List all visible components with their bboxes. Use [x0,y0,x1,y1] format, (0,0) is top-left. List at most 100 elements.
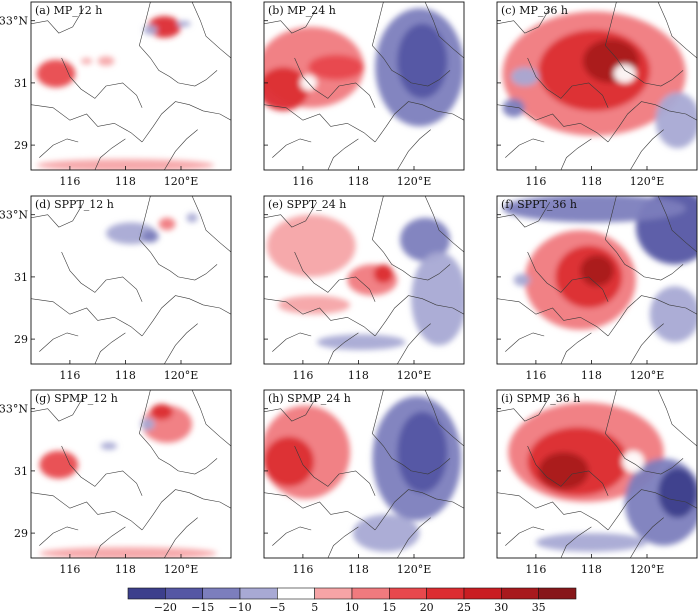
province-border [371,196,451,281]
province-border [94,526,126,558]
province-border [560,138,592,170]
province-border [374,295,464,337]
province-border [560,526,592,558]
panel-field [264,396,462,552]
x-tick-label: 120°E [397,369,432,382]
province-border [397,323,431,364]
panel-c: (c) MP_36 h 116 118 120°E [496,1,698,188]
panel-frame [263,1,465,171]
panel-title: (c) MP_36 h [501,4,568,17]
colorbar-swatch [426,587,465,600]
province-border [497,104,609,143]
panel-field-shapes [502,196,697,343]
x-tick-label: 118 [581,563,602,576]
province-border [39,332,79,352]
contour-blob [39,450,79,479]
x-tick-label: 120°E [630,563,665,576]
panel-title: (f) SPPT_36 h [501,198,577,211]
x-tick-label: 116 [525,175,546,188]
panel-borders [264,196,464,364]
panel-borders [31,196,231,364]
x-tick-label: 116 [292,369,313,382]
colorbar-swatch [351,587,390,600]
province-border [164,129,198,170]
x-tick-label: 120°E [164,175,199,188]
province-border [31,492,143,531]
contour-blob [264,436,314,487]
province-border [61,57,143,108]
colorbar-label: −5 [269,601,285,612]
panel-borders [497,390,697,558]
x-tick-label: 116 [59,563,80,576]
contour-blob [352,514,420,552]
colorbar-swatch [389,587,427,600]
province-border [397,129,431,170]
colorbar-swatch [239,587,278,600]
province-border [560,332,592,364]
panel-borders [264,2,464,170]
x-tick-label: 116 [59,175,80,188]
province-border [164,517,198,558]
province-border [94,138,126,170]
province-border [657,390,697,447]
province-border [264,396,318,422]
panel-field [106,213,198,245]
panel-b: (b) MP_24 h 116 118 120°E [263,1,465,188]
province-border [31,8,85,34]
province-border [294,445,376,496]
contour-blob [538,452,589,490]
contour-blob [176,20,191,27]
panel-borders [31,390,231,558]
province-border [138,2,218,87]
panel-borders [264,390,464,558]
x-tick-label: 120°E [397,563,432,576]
contour-blob [397,23,448,99]
contour-blob [510,67,539,86]
province-border [497,202,551,228]
province-border [272,332,312,352]
province-border [31,202,85,228]
panel-title: (i) SPMP_36 h [501,392,580,405]
colorbar-swatch [277,587,315,600]
province-border [604,390,684,475]
colorbar-label: 35 [532,601,546,612]
province-border [61,445,143,496]
contour-blob [277,295,351,315]
colorbar-swatch [314,587,353,600]
contour-blob [36,159,215,170]
province-border [630,517,664,558]
contour-blob [397,411,448,493]
province-border [607,101,697,143]
contour-blob [266,214,356,277]
province-border [630,323,664,364]
contour-blob [140,418,155,431]
colorbar-swatch [501,587,539,600]
panel-field [266,214,464,350]
province-border [294,251,376,302]
panel-field [264,8,464,127]
panel-borders [497,196,697,364]
province-border [604,196,684,281]
contour-blob [316,334,406,350]
panel-frame [263,389,465,559]
contour-blob [580,255,614,287]
panel-borders [31,2,231,170]
panel-title: (g) SPMP_12 h [35,392,118,405]
province-border [505,526,545,546]
panel-field-shapes [264,396,462,552]
contour-blob [513,273,531,287]
province-border [497,298,609,337]
x-tick-label: 118 [581,369,602,382]
province-border [527,251,609,302]
province-border [191,2,231,59]
panel-field-shapes [36,16,215,170]
province-border [630,129,664,170]
colorbar-label: 30 [494,601,508,612]
province-border [527,57,609,108]
panel-field [36,16,215,170]
contour-blob [150,404,173,420]
province-border [371,2,451,87]
colorbar-swatch [127,587,166,600]
y-tick-label: 33°N [0,403,28,416]
panel-frame [496,195,698,365]
